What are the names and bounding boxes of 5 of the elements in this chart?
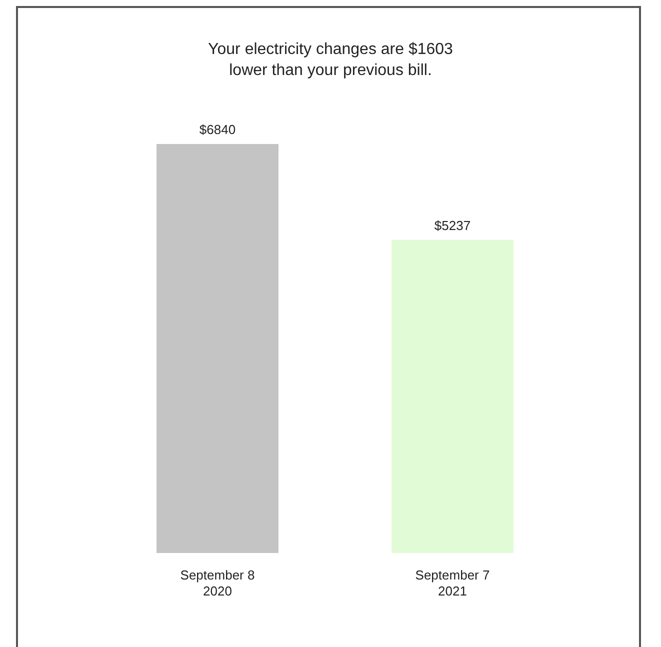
x-tick-label: September 8 2020 bbox=[180, 568, 255, 598]
data-label: $6840 bbox=[199, 122, 236, 137]
chart-title: Your electricity changes are $1603 lower than your previous bill. bbox=[208, 41, 454, 79]
x-tick-label: September 7 2021 bbox=[415, 568, 490, 598]
data-label: $5237 bbox=[434, 218, 471, 233]
